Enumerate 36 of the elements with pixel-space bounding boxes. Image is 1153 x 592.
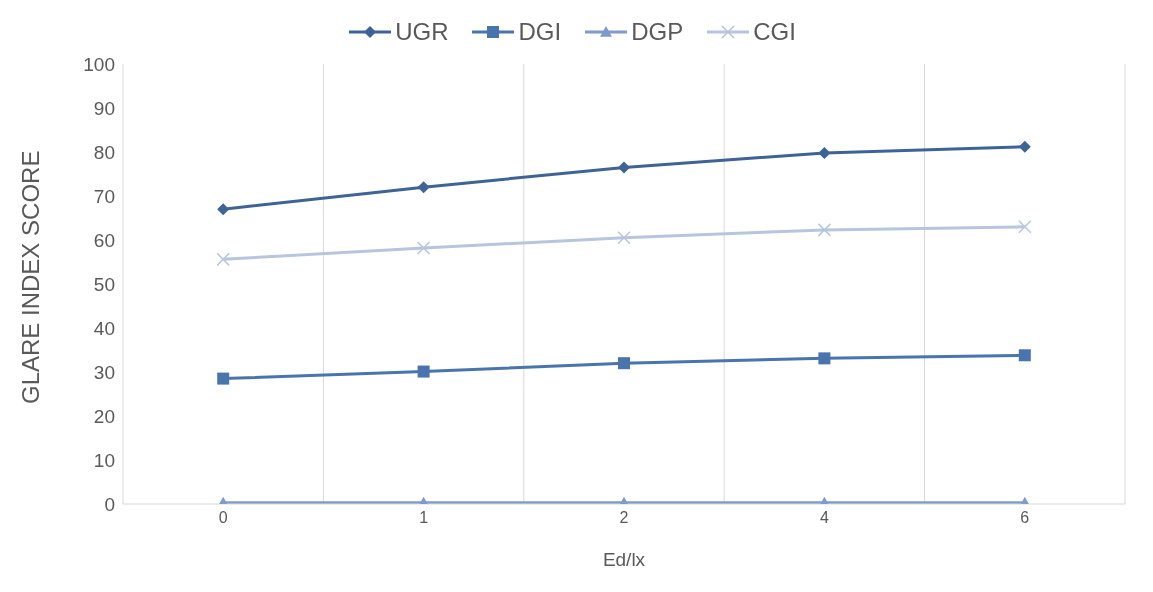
y-tick-label: 60 (93, 229, 115, 251)
x-axis-title: Ed/lx (602, 549, 646, 570)
y-tick-label: 40 (93, 317, 115, 339)
x-tick-label: 0 (218, 509, 228, 527)
point (417, 365, 430, 378)
x-tick-label: 1 (419, 509, 429, 527)
legend-label: UGR (395, 18, 449, 46)
y-tick-label: 20 (93, 405, 115, 427)
x-tick-label: 6 (1020, 509, 1030, 527)
point (1018, 349, 1031, 362)
y-tick-label: 70 (93, 185, 115, 207)
x-tick-label: 4 (819, 509, 829, 527)
point (618, 161, 630, 174)
point (217, 203, 230, 216)
point (818, 146, 831, 159)
y-axis-title: GLARE INDEX SCORE (16, 150, 44, 404)
point (618, 357, 630, 370)
y-tick-label: 90 (93, 97, 115, 119)
legend-label: CGI (753, 18, 796, 46)
point (817, 223, 832, 237)
point (216, 252, 230, 267)
y-tick-label: 50 (93, 273, 115, 295)
legend-label: DGI (518, 18, 562, 46)
y-tick-label: 100 (83, 53, 115, 75)
point (417, 181, 430, 194)
point (818, 352, 831, 365)
y-tick-label: 30 (93, 361, 115, 383)
legend-label: DGP (631, 18, 684, 46)
point (1018, 140, 1031, 153)
point (416, 241, 431, 255)
point (217, 372, 230, 385)
y-tick-label: 80 (93, 141, 115, 163)
point (617, 231, 631, 245)
x-tick-label: 2 (619, 509, 629, 527)
point (1018, 220, 1032, 234)
y-tick-label: 10 (93, 449, 115, 471)
